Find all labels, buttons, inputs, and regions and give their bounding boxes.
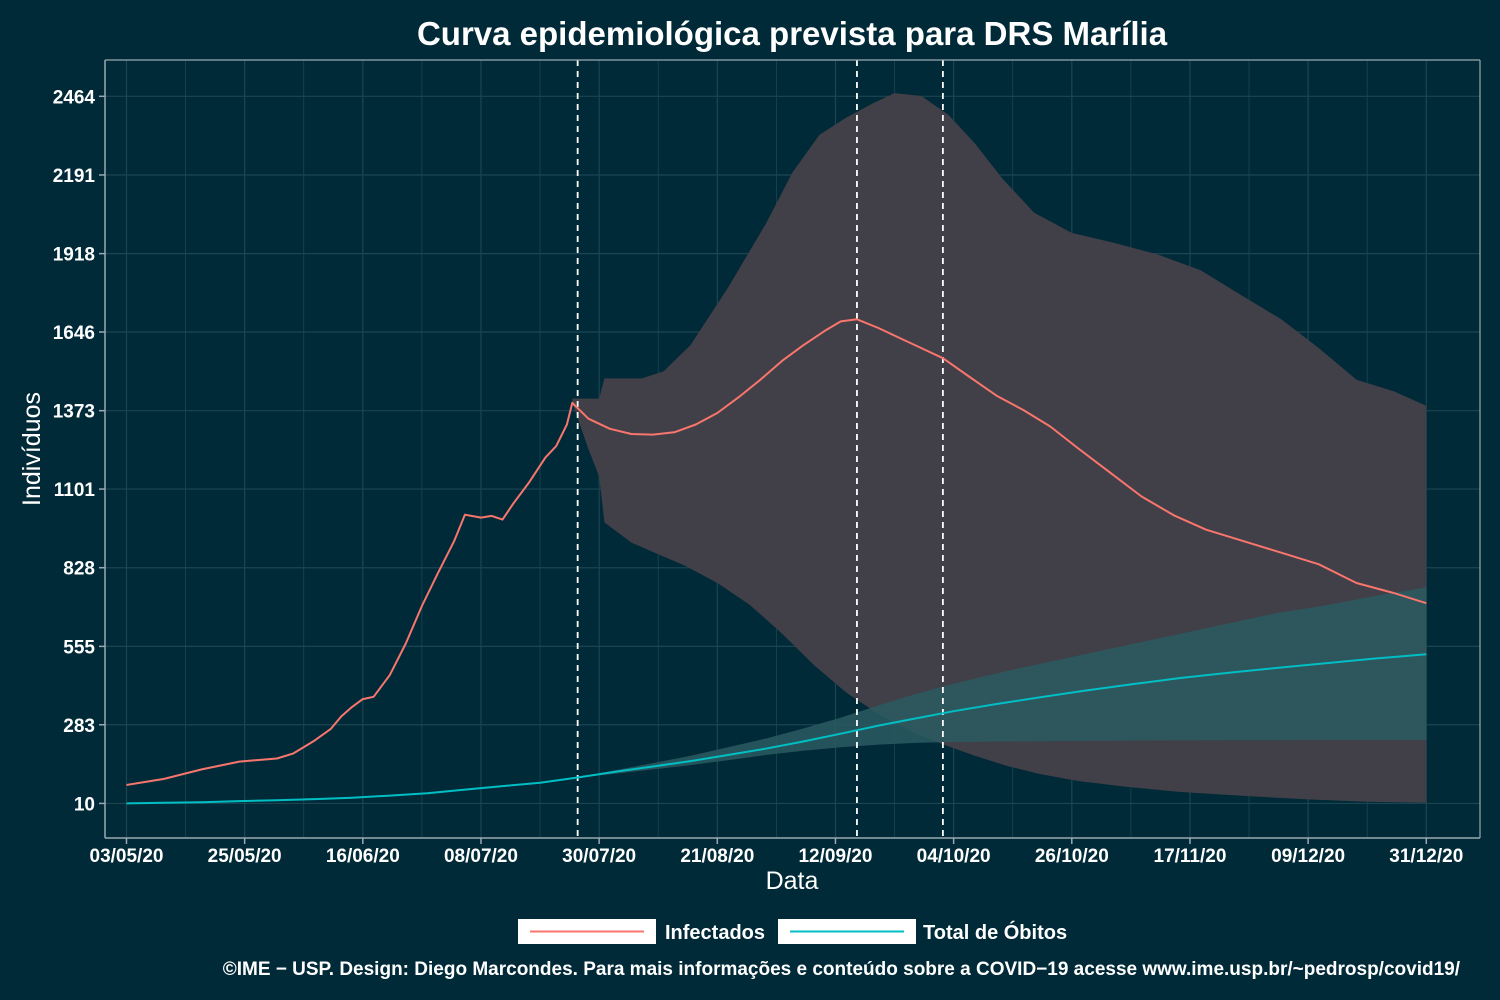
legend: Infectados Total de Óbitos	[518, 919, 1067, 944]
y-tick-label: 283	[63, 716, 95, 737]
x-tick-label: 03/05/20	[90, 846, 164, 867]
legend-label: Infectados	[665, 922, 765, 944]
legend-label: Total de Óbitos	[923, 920, 1067, 944]
x-tick-label: 31/12/20	[1389, 846, 1463, 867]
axes: 10 283 555 828 1101 1373 1646 1918 2191 2464 03/05…	[53, 59, 1481, 867]
series-line-obitos	[126, 653, 1427, 805]
x-tick-label: 08/07/20	[444, 846, 518, 867]
y-tick-label: 10	[74, 794, 95, 815]
y-tick-label: 1918	[53, 245, 95, 266]
x-tick-label: 25/05/20	[208, 846, 282, 867]
band-obitos	[577, 587, 1427, 778]
y-tick-label: 555	[63, 637, 95, 658]
x-tick-label: 21/08/20	[680, 846, 754, 867]
y-axis-label: Indivíduos	[18, 392, 46, 506]
vertical-reference-lines	[576, 60, 944, 838]
x-tick-label: 04/10/20	[917, 846, 991, 867]
series-line-infectados	[126, 318, 1427, 786]
x-tick-label: 17/11/20	[1154, 846, 1227, 867]
y-tick-label: 828	[63, 559, 95, 580]
chart-title: Curva epidemiológica prevista para DRS M…	[417, 15, 1168, 52]
x-tick-label: 09/12/20	[1271, 846, 1345, 867]
band-infectados	[572, 93, 1427, 803]
x-tick-label: 12/09/20	[798, 846, 872, 867]
y-tick-label: 2464	[53, 87, 96, 108]
series-lines	[126, 318, 1427, 805]
x-tick-label: 26/10/20	[1035, 846, 1109, 867]
x-tick-label: 30/07/20	[562, 846, 636, 867]
caption: ©IME − USP. Design: Diego Marcondes. Par…	[223, 959, 1461, 980]
y-tick-label: 1646	[53, 323, 95, 344]
y-tick-label: 1101	[54, 480, 96, 501]
y-tick-label: 2191	[53, 166, 96, 187]
y-tick-label: 1373	[53, 402, 95, 423]
x-axis-label: Data	[766, 867, 819, 895]
confidence-bands	[572, 93, 1427, 803]
x-tick-label: 16/06/20	[326, 846, 400, 867]
